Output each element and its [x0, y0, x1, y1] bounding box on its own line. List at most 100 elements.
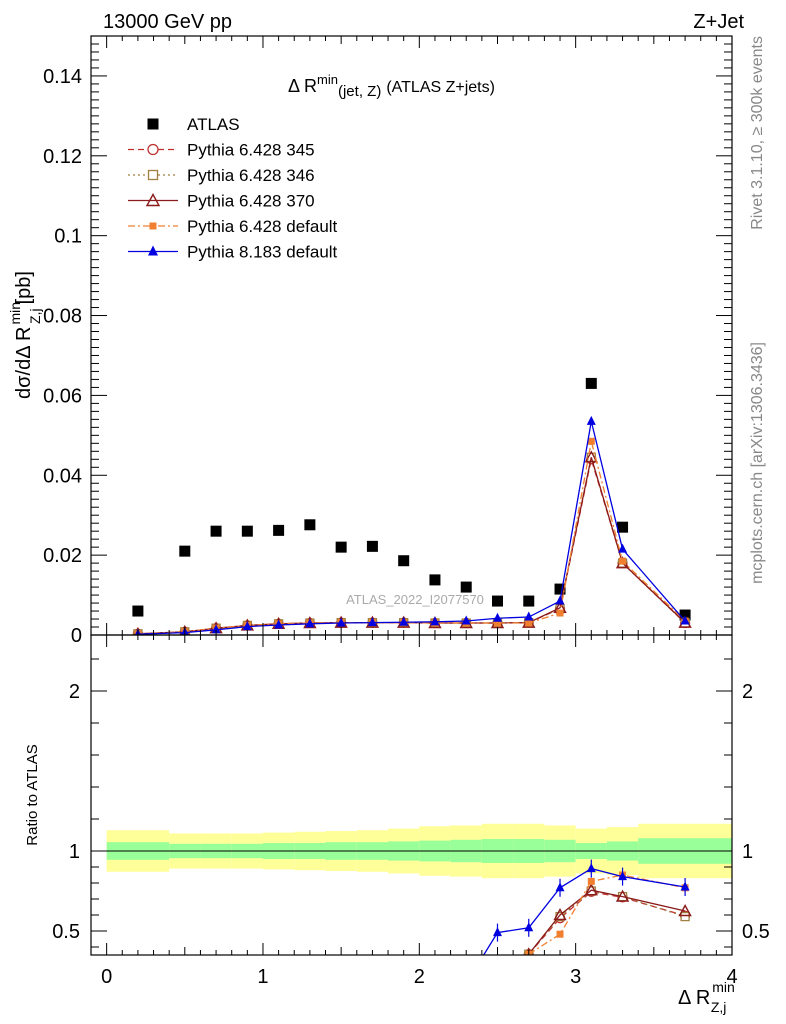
- x-tick-label: 2: [414, 966, 425, 988]
- mcplots-label: mcplots.cern.ch [arXiv:1306.3436]: [749, 342, 766, 584]
- data-point: [304, 519, 316, 531]
- legend-label: Pythia 6.428 345: [187, 141, 315, 160]
- legend-entry-2: Pythia 6.428 346: [128, 166, 315, 185]
- data-point: [429, 574, 441, 586]
- ratio-line: [528, 874, 686, 955]
- ratio-point: [680, 911, 690, 922]
- x-tick-label: 0: [101, 966, 112, 988]
- legend-entry-4: Pythia 6.428 default: [128, 217, 338, 236]
- analysis-watermark: ATLAS_2022_I2077570: [346, 592, 484, 607]
- title-suffix: (ATLAS Z+jets): [386, 79, 495, 96]
- ratio-y-tick-label: 2: [69, 681, 80, 703]
- ratio-plot-frame: [90, 634, 733, 956]
- data-point: [492, 612, 502, 622]
- xlabel-sub: Z,j: [711, 999, 727, 1015]
- data-point: [274, 619, 284, 629]
- legend-entry-0: ATLAS: [147, 115, 240, 134]
- data-point: [335, 541, 347, 553]
- main-plot: [132, 377, 692, 635]
- main-plot-area: [132, 377, 692, 635]
- data-point: [523, 595, 535, 607]
- data-point: [617, 521, 629, 533]
- data-point: [619, 557, 627, 565]
- main-ylabel-sup: min: [7, 302, 23, 325]
- ratio-point: [680, 881, 690, 891]
- data-point: [491, 595, 503, 607]
- series-line: [137, 457, 686, 635]
- main-y-tick-label: 0.02: [43, 545, 82, 567]
- ratio-plot: [106, 823, 732, 955]
- x-tick-label: 3: [570, 966, 581, 988]
- data-point: [618, 543, 628, 553]
- legend-label: Pythia 6.428 370: [187, 192, 315, 211]
- title-prefix: Δ R: [288, 76, 317, 96]
- data-point: [584, 450, 598, 463]
- legend-marker: [147, 143, 159, 156]
- data-point: [132, 605, 144, 617]
- legend-entry-5: Pythia 8.183 default: [128, 243, 338, 262]
- series-line: [137, 457, 686, 635]
- series-4-ratio: [525, 871, 689, 955]
- legend-marker: [145, 193, 161, 207]
- legend-label: Pythia 6.428 default: [187, 217, 338, 236]
- ratio-point: [555, 882, 565, 892]
- series-line: [137, 459, 686, 635]
- data-point: [273, 524, 285, 536]
- data-point: [460, 581, 472, 593]
- legend-entry-1: Pythia 6.428 345: [128, 141, 315, 160]
- ratio-point: [556, 930, 564, 938]
- title-sub: (jet, Z): [338, 83, 381, 100]
- plot-title: Δ Rmin(jet, Z) (ATLAS Z+jets): [288, 72, 495, 100]
- xlabel-sup: min: [712, 979, 735, 995]
- legend-label: Pythia 8.183 default: [187, 243, 338, 262]
- data-point: [399, 616, 409, 626]
- series-0-main: [132, 377, 691, 621]
- series-3-main: [133, 450, 692, 635]
- data-point: [242, 621, 252, 631]
- main-ylabel-base: dσ/dΔ R: [13, 327, 35, 399]
- data-point: [336, 617, 346, 627]
- title-sup: min: [317, 72, 338, 87]
- ratio-point: [618, 871, 628, 881]
- legend-marker: [147, 169, 159, 181]
- data-point: [586, 415, 596, 425]
- data-point: [210, 525, 222, 537]
- main-ylabel-sub: Z,j: [27, 308, 43, 324]
- ratio-point: [586, 863, 596, 873]
- data-point: [398, 555, 410, 567]
- data-point: [493, 619, 501, 627]
- collision-label: 13000 GeV pp: [103, 11, 232, 33]
- ratio-y-tick-label-right: 2: [742, 681, 753, 703]
- ratio-line: [528, 889, 686, 955]
- data-point: [680, 615, 690, 625]
- xlabel-base: Δ R: [678, 987, 710, 1009]
- data-point: [556, 609, 564, 617]
- data-point: [679, 609, 691, 621]
- series-5-main: [134, 415, 690, 635]
- data-point: [179, 545, 191, 557]
- legend-marker: [148, 245, 158, 256]
- ratio-point: [678, 904, 692, 917]
- axes: 0 1 2 3 4 0 0.02 0.04 0.06 0.08 0.1 0.12 0.14 0.5 0.5 1…: [43, 35, 770, 988]
- main-y-tick-label: 0.1: [54, 226, 82, 248]
- series-5-ratio: [482, 859, 690, 955]
- legend-marker: [149, 222, 157, 230]
- series-1-ratio: [523, 886, 691, 955]
- series-4-main: [134, 437, 689, 635]
- ratio-line: [528, 890, 686, 955]
- legend: ATLAS Pythia 6.428 345 Pythia 6.428 346 Pyt…: [128, 115, 338, 262]
- data-point: [524, 611, 534, 621]
- legend-marker: [147, 118, 159, 130]
- data-point: [366, 540, 378, 552]
- rivet-label: Rivet 3.1.10, ≥ 300k events: [749, 36, 766, 230]
- ratio-line: [528, 891, 686, 955]
- ratio-y-tick-label: 1: [69, 841, 80, 863]
- ratio-y-tick-label-right: 0.5: [742, 921, 770, 943]
- ratio-y-tick-label: 0.5: [52, 921, 80, 943]
- legend-label: ATLAS: [187, 115, 240, 134]
- ratio-point: [492, 927, 502, 937]
- data-point: [525, 619, 533, 627]
- main-y-tick-label: 0.08: [43, 306, 82, 328]
- main-ylabel-unit: [pb]: [13, 271, 35, 304]
